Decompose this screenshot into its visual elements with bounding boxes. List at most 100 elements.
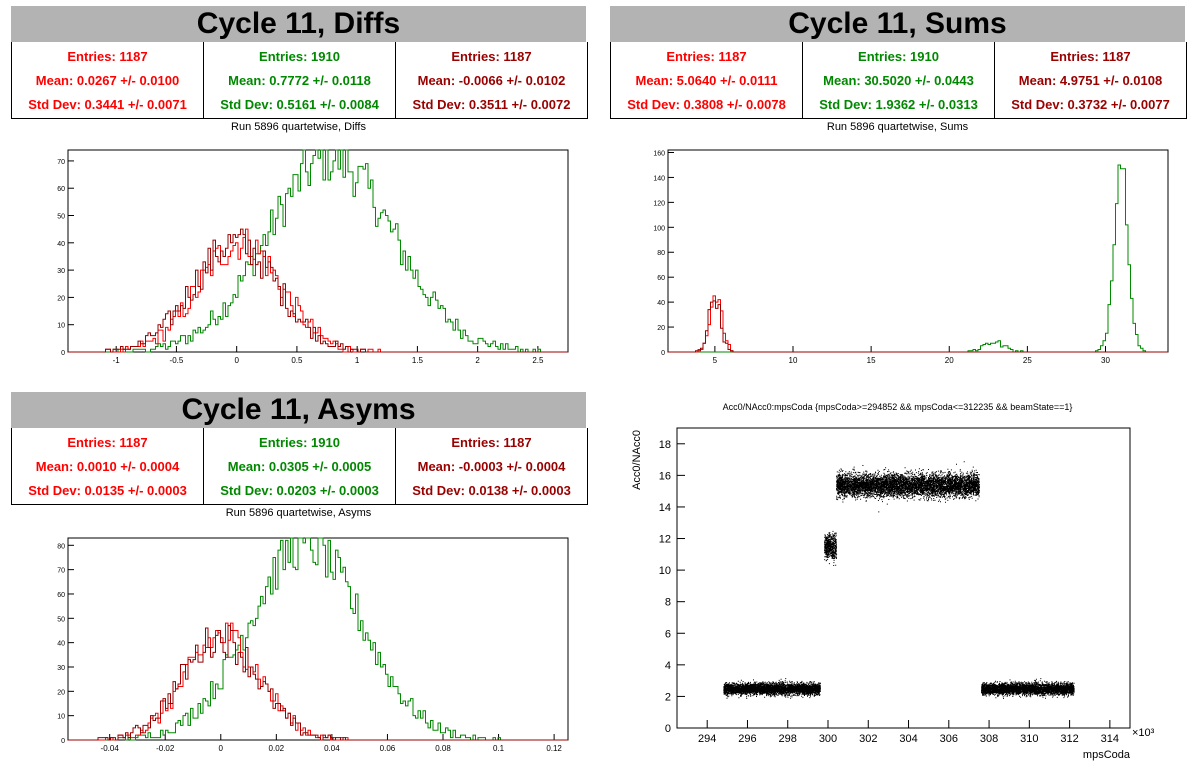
y-tick-label: 6 [665, 628, 671, 640]
histogram-series-darkred [668, 300, 1168, 353]
x-tick-label: 296 [738, 733, 756, 745]
plot-frame [67, 149, 569, 353]
stats-darkred: Entries: 1187 Mean: 4.9751 +/- 0.0108 St… [995, 42, 1186, 118]
y-tick-label: 80 [657, 250, 665, 257]
y-tick-label: 30 [57, 665, 65, 672]
x-tick-label: 1 [355, 356, 360, 365]
mean-label: Mean: 0.0305 +/- 0.0005 [227, 458, 372, 474]
x-tick-label: 310 [1020, 733, 1038, 745]
panel-title-diffs: Cycle 11, Diffs [11, 6, 586, 42]
panel-title-sums: Cycle 11, Sums [610, 6, 1185, 42]
entries-label: Entries: 1187 [67, 434, 148, 450]
panel-title-asyms: Cycle 11, Asyms [11, 392, 586, 428]
y-axis-label: Acc0/NAcc0 [631, 430, 643, 490]
x-tick-label: 15 [867, 356, 876, 365]
y-tick-label: 80 [57, 543, 65, 550]
y-tick-label: 50 [57, 616, 65, 623]
statbox-diffs: Entries: 1187 Mean: 0.0267 +/- 0.0100 St… [11, 42, 588, 119]
y-tick-label: 60 [57, 186, 65, 193]
mean-label: Mean: 30.5020 +/- 0.0443 [823, 72, 974, 88]
entries-label: Entries: 1910 [858, 48, 939, 64]
y-tick-label: 4 [665, 660, 671, 672]
x-multiplier: ×10³ [1132, 727, 1155, 739]
y-tick-label: 140 [653, 175, 665, 182]
y-tick-label: 10 [57, 714, 65, 721]
histogram-diffs: -1 -0.5 0 0.5 1 1.5 2 2.5 0 10 20 30 40 50 60 70 [57, 149, 569, 365]
histogram-series-green [668, 164, 1168, 353]
y-tick-label: 60 [657, 275, 665, 282]
std-label: Std Dev: 0.3732 +/- 0.0077 [1011, 96, 1170, 112]
entries-label: Entries: 1187 [666, 48, 747, 64]
y-tick-label: 0 [661, 350, 665, 357]
x-tick-label: 0.12 [546, 744, 562, 753]
x-tick-label: 308 [980, 733, 998, 745]
histogram-series-darkred [68, 625, 568, 741]
x-tick-label: 312 [1060, 733, 1078, 745]
std-label: Std Dev: 0.3441 +/- 0.0071 [28, 96, 187, 112]
x-tick-label: 20 [945, 356, 954, 365]
scatter-plot: 294 296 298 300 302 304 306 308 310 312 314 0 2 4 6 8 10… [631, 427, 1155, 761]
histogram-series-darkred [68, 228, 568, 353]
histogram-series-green [68, 149, 568, 353]
y-tick-label: 18 [659, 439, 671, 451]
y-tick-label: 12 [659, 534, 671, 546]
stats-green: Entries: 1910 Mean: 30.5020 +/- 0.0443 S… [803, 42, 995, 118]
std-label: Std Dev: 0.3511 +/- 0.0072 [412, 96, 571, 112]
histogram-series-green [68, 537, 568, 741]
x-tick-label: 314 [1101, 733, 1119, 745]
stats-green: Entries: 1910 Mean: 0.7772 +/- 0.0118 St… [204, 42, 396, 118]
stats-darkred: Entries: 1187 Mean: -0.0066 +/- 0.0102 S… [396, 42, 587, 118]
stats-darkred: Entries: 1187 Mean: -0.0003 +/- 0.0004 S… [396, 428, 587, 504]
y-tick-label: 30 [57, 268, 65, 275]
stats-red: Entries: 1187 Mean: 0.0267 +/- 0.0100 St… [12, 42, 204, 118]
x-tick-label: 0.04 [324, 744, 340, 753]
x-tick-label: -0.04 [101, 744, 120, 753]
entries-label: Entries: 1187 [451, 434, 532, 450]
std-label: Std Dev: 1.9362 +/- 0.0313 [819, 96, 978, 112]
y-tick-label: 20 [57, 295, 65, 302]
y-tick-label: 10 [57, 323, 65, 330]
x-tick-label: 1.5 [412, 356, 424, 365]
mean-label: Mean: -0.0066 +/- 0.0102 [417, 72, 566, 88]
y-tick-label: 70 [57, 568, 65, 575]
mean-label: Mean: 5.0640 +/- 0.0111 [635, 72, 778, 88]
entries-label: Entries: 1910 [259, 434, 340, 450]
x-tick-label: 0.1 [493, 744, 505, 753]
x-tick-label: -1 [113, 356, 121, 365]
x-tick-label: 0.06 [380, 744, 396, 753]
scatter-points [723, 461, 1075, 699]
statbox-asyms: Entries: 1187 Mean: 0.0010 +/- 0.0004 St… [11, 428, 588, 505]
entries-label: Entries: 1187 [451, 48, 532, 64]
histogram-series-red [68, 622, 568, 741]
y-tick-label: 16 [659, 470, 671, 482]
y-tick-label: 50 [57, 214, 65, 221]
x-tick-label: 0 [234, 356, 239, 365]
x-tick-label: 294 [698, 733, 716, 745]
mean-label: Mean: 4.9751 +/- 0.0108 [1018, 72, 1163, 88]
y-tick-label: 14 [659, 502, 671, 514]
y-tick-label: 70 [57, 159, 65, 166]
plot-frame [67, 537, 569, 741]
std-label: Std Dev: 0.0135 +/- 0.0003 [28, 482, 187, 498]
x-tick-label: 25 [1023, 356, 1032, 365]
stats-red: Entries: 1187 Mean: 0.0010 +/- 0.0004 St… [12, 428, 204, 504]
std-label: Std Dev: 0.0138 +/- 0.0003 [412, 482, 571, 498]
mean-label: Mean: 0.0267 +/- 0.0100 [35, 72, 180, 88]
x-tick-label: 304 [899, 733, 917, 745]
std-label: Std Dev: 0.0203 +/- 0.0003 [220, 482, 379, 498]
x-tick-label: 2.5 [532, 356, 544, 365]
y-tick-label: 0 [61, 738, 65, 745]
stats-green: Entries: 1910 Mean: 0.0305 +/- 0.0005 St… [204, 428, 396, 504]
histogram-series-red [668, 295, 1168, 353]
plot-frame [667, 149, 1169, 353]
y-tick-label: 120 [653, 200, 665, 207]
x-tick-label: 298 [779, 733, 797, 745]
y-tick-label: 40 [57, 241, 65, 248]
y-tick-label: 40 [57, 641, 65, 648]
std-label: Std Dev: 0.5161 +/- 0.0084 [220, 96, 379, 112]
histogram-series-red [68, 228, 568, 353]
y-tick-label: 0 [61, 350, 65, 357]
x-tick-label: -0.02 [156, 744, 175, 753]
x-tick-label: 0 [219, 744, 224, 753]
histogram-sums: 5 10 15 20 25 30 0 20 40 60 80 100 120 140 160 [653, 149, 1169, 365]
